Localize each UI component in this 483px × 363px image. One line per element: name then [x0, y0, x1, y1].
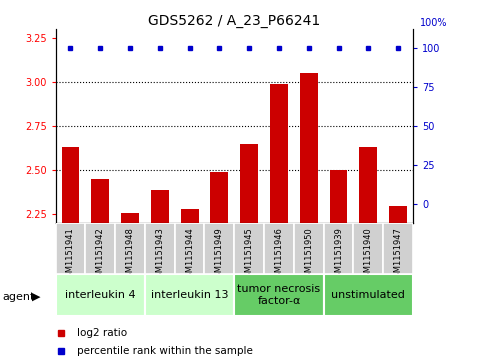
Text: agent: agent — [2, 291, 35, 302]
Bar — [389, 205, 407, 223]
Bar — [61, 147, 79, 223]
Bar — [56, 274, 145, 316]
Bar — [240, 144, 258, 223]
Text: GSM1151944: GSM1151944 — [185, 227, 194, 283]
Text: GSM1151948: GSM1151948 — [126, 227, 134, 283]
Bar — [264, 223, 294, 274]
Text: interleukin 4: interleukin 4 — [65, 290, 136, 300]
Bar — [91, 179, 109, 223]
Text: GSM1151941: GSM1151941 — [66, 227, 75, 283]
Bar — [151, 190, 169, 223]
Text: GSM1151949: GSM1151949 — [215, 227, 224, 283]
Text: ▶: ▶ — [32, 291, 41, 302]
Bar — [85, 223, 115, 274]
Bar — [294, 223, 324, 274]
Text: log2 ratio: log2 ratio — [77, 328, 127, 338]
Bar — [145, 274, 234, 316]
Bar — [204, 223, 234, 274]
Text: GSM1151943: GSM1151943 — [156, 227, 164, 283]
Bar — [181, 209, 199, 223]
Title: GDS5262 / A_23_P66241: GDS5262 / A_23_P66241 — [148, 14, 320, 28]
Bar — [324, 274, 413, 316]
Text: GSM1151946: GSM1151946 — [274, 227, 284, 283]
Bar — [234, 223, 264, 274]
Bar — [56, 223, 85, 274]
Text: tumor necrosis
factor-α: tumor necrosis factor-α — [237, 284, 321, 306]
Bar — [359, 147, 377, 223]
Text: unstimulated: unstimulated — [331, 290, 405, 300]
Bar — [383, 223, 413, 274]
Bar — [324, 223, 354, 274]
Bar — [329, 170, 347, 223]
Text: percentile rank within the sample: percentile rank within the sample — [77, 346, 253, 356]
Bar — [270, 84, 288, 223]
Bar — [121, 213, 139, 223]
Bar — [145, 223, 175, 274]
Bar — [234, 274, 324, 316]
Text: GSM1151947: GSM1151947 — [394, 227, 402, 283]
Text: 100%: 100% — [420, 18, 448, 28]
Text: GSM1151940: GSM1151940 — [364, 227, 373, 283]
Text: interleukin 13: interleukin 13 — [151, 290, 228, 300]
Text: GSM1151942: GSM1151942 — [96, 227, 105, 283]
Bar — [175, 223, 204, 274]
Text: GSM1151950: GSM1151950 — [304, 227, 313, 283]
Bar — [300, 73, 318, 223]
Text: GSM1151939: GSM1151939 — [334, 227, 343, 283]
Bar — [211, 172, 228, 223]
Text: GSM1151945: GSM1151945 — [245, 227, 254, 283]
Bar — [354, 223, 383, 274]
Bar — [115, 223, 145, 274]
